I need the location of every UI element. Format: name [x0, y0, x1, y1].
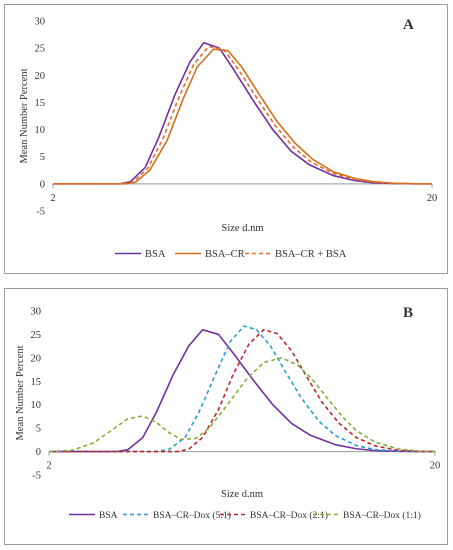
chart-a-svg: -5 0 5 10 15 20 25 30 2 20 Mean Number Percent Size… — [19, 17, 438, 261]
y-tick-label: 5 — [40, 152, 45, 163]
series-line — [53, 45, 432, 185]
series-line — [53, 41, 432, 185]
y-tick-label: 10 — [31, 400, 42, 411]
x-tick-label: 20 — [430, 461, 441, 472]
y-tick-label: 30 — [35, 17, 46, 28]
chart-panel-a: -5 0 5 10 15 20 25 30 2 20 Mean Number Percent Size… — [4, 4, 448, 274]
chart-panel-b: -5 0 5 10 15 20 25 30 2 20 Mean Number Percent Size… — [4, 288, 448, 545]
x-tick-label: 2 — [50, 193, 55, 204]
x-tick-label: 20 — [427, 193, 438, 204]
y-tick-label: 25 — [35, 44, 46, 55]
chart-b-svg: -5 0 5 10 15 20 25 30 2 20 Mean Number Percent Size… — [15, 305, 441, 521]
legend-label: BSA–CR–Dox (1:1) — [343, 510, 421, 521]
panel-label: A — [403, 17, 414, 33]
y-tick-label: -5 — [32, 471, 41, 482]
legend-label: BSA–CR — [205, 249, 245, 260]
x-axis-title: Size d.nm — [221, 489, 263, 500]
panel-label: B — [403, 305, 413, 321]
x-tick-label: 2 — [46, 461, 51, 472]
y-tick-label: 30 — [31, 307, 42, 318]
series-line — [48, 357, 436, 453]
y-tick-label: 0 — [36, 447, 41, 458]
y-tick-label: -5 — [36, 207, 45, 218]
series-line — [49, 325, 435, 453]
series-line — [53, 48, 432, 185]
y-tick-label: 10 — [35, 125, 46, 136]
legend-label: BSA — [145, 249, 166, 260]
series-line — [49, 328, 435, 453]
y-tick-label: 5 — [36, 424, 41, 435]
legend-label: BSA — [99, 511, 118, 521]
legend-label: BSA–CR + BSA — [275, 249, 347, 260]
y-tick-label: 20 — [35, 71, 46, 82]
legend-label: BSA–CR–Dox (2:1) — [250, 510, 328, 521]
y-tick-label: 15 — [31, 377, 42, 388]
y-axis-title: Mean Number Percent — [19, 68, 30, 163]
y-tick-label: 25 — [31, 330, 42, 341]
legend-label: BSA–CR–Dox (5:1) — [153, 510, 231, 521]
y-tick-label: 15 — [35, 98, 46, 109]
y-tick-label: 20 — [31, 353, 42, 364]
y-axis-title: Mean Number Percent — [15, 345, 26, 440]
series-line — [49, 328, 436, 453]
x-axis-title: Size d.nm — [222, 223, 264, 234]
y-tick-label: 0 — [40, 179, 45, 190]
